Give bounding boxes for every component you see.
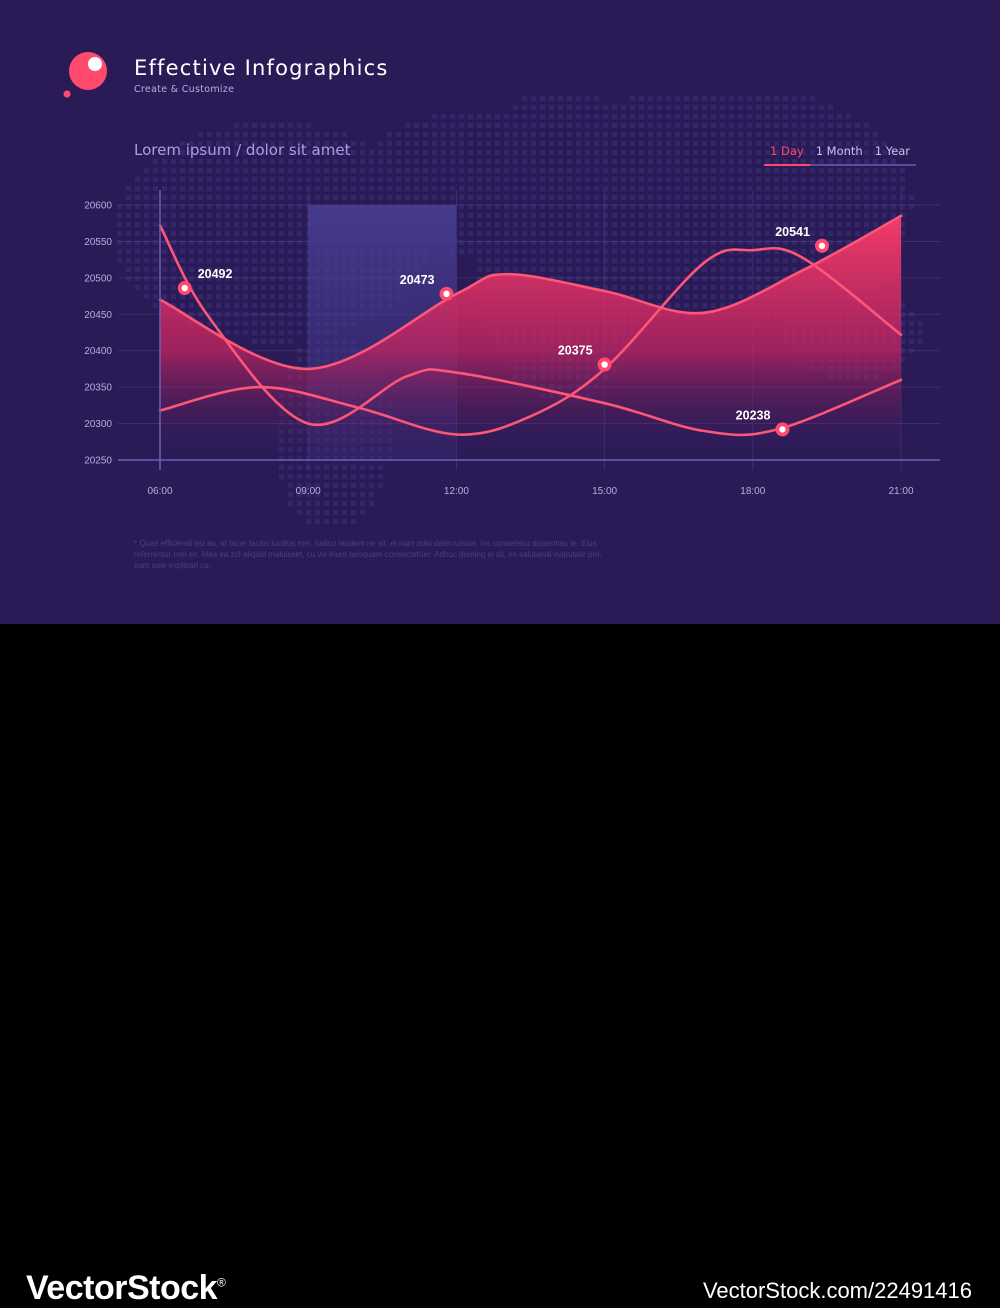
watermark-footer: VectorStock® VectorStock.com/22491416 (0, 624, 1000, 1307)
data-label: 20375 (558, 344, 593, 358)
data-label: 20541 (775, 225, 810, 239)
series-line-2 (158, 224, 903, 437)
image-id: VectorStock.com/22491416 (702, 1278, 972, 1303)
series-line-1 (158, 214, 903, 371)
brand-name: VectorStock (26, 1269, 218, 1307)
data-point-marker-core (779, 426, 786, 433)
page-subtitle: Create & Customize (134, 84, 235, 95)
logo-bubble-icon (63, 52, 107, 98)
y-tick-label: 20300 (84, 419, 112, 430)
tab-1-month[interactable]: 1 Month (809, 144, 869, 166)
data-label: 20473 (400, 273, 435, 287)
y-tick-label: 20450 (84, 310, 112, 321)
tab-1-year[interactable]: 1 Year (868, 144, 917, 166)
footnote-text: * Quas efficiendi est eu, id facer facil… (134, 539, 602, 570)
x-tick-label: 21:00 (888, 486, 913, 497)
y-tick-label: 20550 (84, 237, 112, 248)
page-title: Effective Infographics (134, 56, 389, 80)
series-area-1 (160, 215, 901, 460)
range-tabs: 1 Day 1 Month 1 Year (764, 144, 917, 166)
chart-heading: Lorem ipsum / dolor sit amet (134, 141, 351, 159)
y-tick-label: 20350 (84, 383, 112, 394)
y-tick-label: 20250 (84, 456, 112, 467)
series-line-3 (158, 246, 903, 436)
line-area-chart: 20250 20300 20350 20400 20450 20500 20550 20600… (84, 96, 940, 524)
infographic-panel: 20250 20300 20350 20400 20450 20500 20550 20600… (0, 0, 1000, 624)
data-point-marker-core (181, 284, 188, 292)
y-tick-label: 20500 (84, 273, 112, 284)
x-tick-label: 06:00 (147, 486, 172, 497)
tab-1-day[interactable]: 1 Day (764, 144, 810, 166)
data-point-marker-core (818, 242, 826, 249)
y-tick-label: 20400 (84, 346, 112, 357)
x-tick-label: 15:00 (592, 486, 617, 497)
data-label: 20238 (736, 408, 771, 422)
data-label: 20492 (198, 267, 233, 281)
x-tick-label: 18:00 (740, 486, 765, 497)
data-point-marker-core (601, 361, 608, 368)
x-tick-label: 09:00 (296, 486, 321, 497)
vectorstock-logo: VectorStock® (26, 1269, 226, 1308)
x-tick-label: 12:00 (444, 486, 469, 497)
data-point-marker-core (443, 290, 450, 298)
y-tick-label: 20600 (84, 201, 112, 212)
brand-registered-mark: ® (217, 1275, 226, 1290)
